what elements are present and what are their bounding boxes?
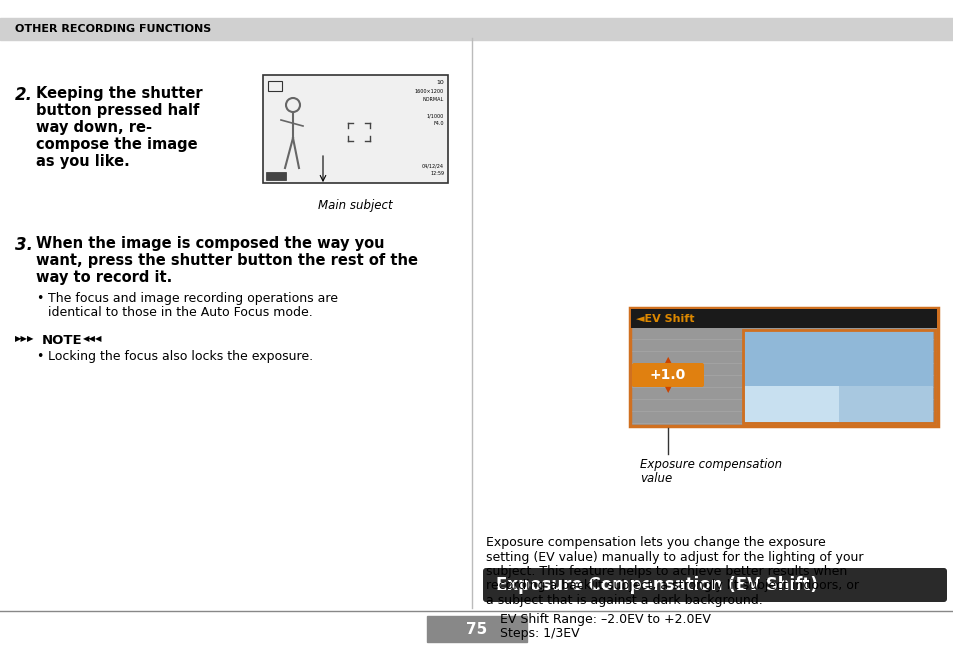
Text: compose the image: compose the image xyxy=(36,137,197,152)
Text: The focus and image recording operations are: The focus and image recording operations… xyxy=(48,292,337,305)
Text: F4.0: F4.0 xyxy=(433,121,443,126)
Text: setting (EV value) manually to adjust for the lighting of your: setting (EV value) manually to adjust fo… xyxy=(485,550,862,563)
Text: 75: 75 xyxy=(466,621,487,636)
Text: EV Shift Range: –2.0EV to +2.0EV: EV Shift Range: –2.0EV to +2.0EV xyxy=(499,612,710,625)
Text: Keeping the shutter: Keeping the shutter xyxy=(36,86,202,101)
Bar xyxy=(266,172,286,180)
Text: 10: 10 xyxy=(436,80,443,85)
Text: 1/1000: 1/1000 xyxy=(426,113,443,118)
Text: way down, re-: way down, re- xyxy=(36,120,152,135)
Text: button pressed half: button pressed half xyxy=(36,103,199,118)
Text: Exposure Compensation (EV Shift): Exposure Compensation (EV Shift) xyxy=(496,576,817,594)
Text: Locking the focus also locks the exposure.: Locking the focus also locks the exposur… xyxy=(48,350,313,363)
Text: subject. This feature helps to achieve better results when: subject. This feature helps to achieve b… xyxy=(485,565,846,578)
Text: way to record it.: way to record it. xyxy=(36,270,172,285)
Text: recording a backlit subject, a strongly lit subject indoors, or: recording a backlit subject, a strongly … xyxy=(485,579,858,592)
Text: a subject that is against a dark background.: a subject that is against a dark backgro… xyxy=(485,594,762,607)
Text: Exposure compensation: Exposure compensation xyxy=(639,458,781,471)
Text: 2.: 2. xyxy=(15,86,33,104)
Text: ▶▶▶: ▶▶▶ xyxy=(15,334,34,343)
Text: ▼: ▼ xyxy=(664,386,671,395)
Text: Steps: 1/3EV: Steps: 1/3EV xyxy=(499,627,579,640)
Text: 1600×1200: 1600×1200 xyxy=(415,89,443,94)
Text: ◀◀◀: ◀◀◀ xyxy=(83,334,102,343)
Bar xyxy=(744,331,932,422)
Text: OTHER RECORDING FUNCTIONS: OTHER RECORDING FUNCTIONS xyxy=(15,24,211,34)
Bar xyxy=(744,331,932,386)
Bar xyxy=(268,81,282,91)
Text: as you like.: as you like. xyxy=(36,154,130,169)
Text: NORMAL: NORMAL xyxy=(422,97,443,102)
Bar xyxy=(744,386,838,422)
Text: 12:59: 12:59 xyxy=(430,171,443,176)
Text: •: • xyxy=(36,350,43,363)
Text: •: • xyxy=(36,292,43,305)
Text: +1.0: +1.0 xyxy=(649,368,685,382)
Bar xyxy=(742,330,934,423)
Text: ◄EV Shift: ◄EV Shift xyxy=(636,313,694,324)
Text: Exposure compensation lets you change the exposure: Exposure compensation lets you change th… xyxy=(485,536,825,549)
Text: 3.: 3. xyxy=(15,236,33,254)
Bar xyxy=(630,309,936,328)
Bar xyxy=(427,616,526,642)
Text: identical to those in the Auto Focus mode.: identical to those in the Auto Focus mod… xyxy=(48,306,313,319)
Text: value: value xyxy=(639,472,672,485)
Bar xyxy=(629,308,937,426)
Bar xyxy=(263,75,448,183)
Text: ▲: ▲ xyxy=(664,355,671,364)
FancyBboxPatch shape xyxy=(631,363,703,387)
Text: Main subject: Main subject xyxy=(318,199,393,212)
Text: 04/12/24: 04/12/24 xyxy=(421,163,443,168)
Text: NOTE: NOTE xyxy=(42,334,83,347)
Bar xyxy=(0,18,953,40)
Text: When the image is composed the way you: When the image is composed the way you xyxy=(36,236,384,251)
Text: want, press the shutter button the rest of the: want, press the shutter button the rest … xyxy=(36,253,417,268)
FancyBboxPatch shape xyxy=(482,568,946,602)
